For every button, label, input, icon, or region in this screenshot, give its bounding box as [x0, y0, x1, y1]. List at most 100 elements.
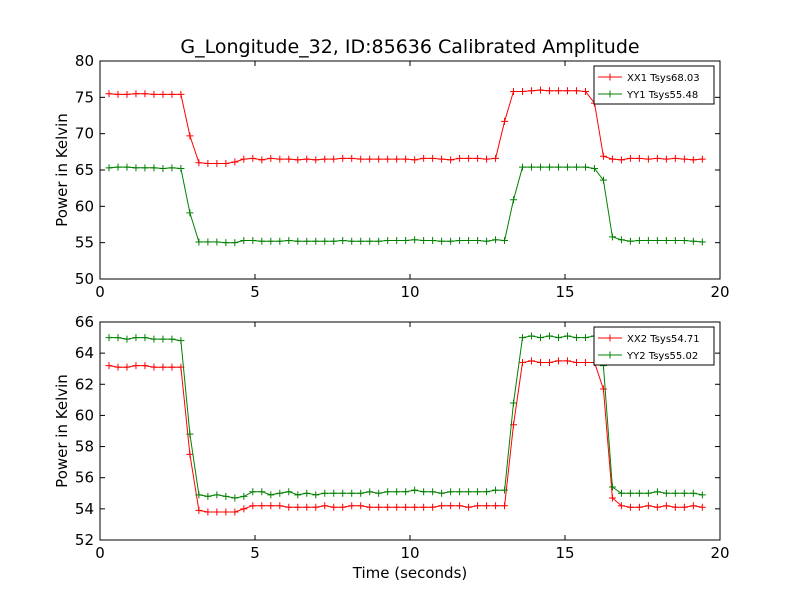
data-point: [653, 488, 661, 496]
data-point: [366, 155, 374, 163]
data-point: [177, 337, 185, 345]
data-point: [105, 334, 113, 342]
data-point: [420, 488, 428, 496]
data-point: [438, 502, 446, 510]
data-point: [114, 163, 122, 171]
data-point: [285, 488, 293, 496]
data-point: [204, 238, 212, 246]
x-tick-label: 0: [95, 283, 105, 301]
data-point: [258, 237, 266, 245]
data-point: [617, 502, 625, 510]
data-point: [483, 502, 491, 510]
legend-label: YY1 Tsys55.48: [626, 90, 698, 101]
data-point: [411, 236, 419, 244]
data-point: [653, 503, 661, 511]
data-point: [222, 239, 230, 247]
data-point: [438, 237, 446, 245]
data-point: [563, 332, 571, 340]
data-point: [546, 332, 553, 340]
data-point: [132, 164, 140, 172]
plot-1: 0 5 10 15 20 50 55 60 65 70 75 80 Power in Kelvin XX1…: [53, 52, 730, 301]
data-point: [141, 164, 149, 172]
data-point: [114, 363, 122, 371]
data-point: [572, 358, 580, 366]
data-point: [276, 155, 284, 163]
legend-marker: [606, 90, 614, 98]
y-axis-label: Power in Kelvin: [53, 374, 71, 488]
data-point: [608, 483, 616, 491]
plot-2: 0 5 10 15 20 52 54 56 58 60 62 64 66 Power in Kelvin X…: [53, 313, 730, 562]
data-point: [644, 489, 652, 497]
data-point: [572, 334, 580, 342]
data-point: [321, 489, 329, 497]
data-point: [644, 236, 652, 244]
data-point: [519, 163, 527, 171]
data-point: [635, 489, 643, 497]
data-point: [267, 502, 275, 510]
data-point: [447, 488, 455, 496]
data-point: [366, 488, 374, 496]
data-point: [384, 503, 392, 511]
data-point: [447, 237, 455, 245]
data-point: [123, 163, 131, 171]
y-tick-label: 58: [75, 438, 94, 456]
data-point: [249, 236, 257, 244]
data-point: [348, 489, 356, 497]
data-point: [608, 494, 616, 502]
data-point: [357, 237, 365, 245]
data-point: [483, 237, 491, 245]
data-point: [537, 86, 545, 94]
data-point: [339, 154, 347, 162]
data-point: [330, 503, 338, 511]
data-point: [132, 362, 140, 370]
data-point: [375, 503, 383, 511]
data-point: [312, 503, 320, 511]
data-point: [483, 488, 491, 496]
data-point: [303, 155, 311, 163]
data-point: [105, 362, 113, 370]
data-point: [465, 154, 473, 162]
y-axis-label: Power in Kelvin: [53, 113, 71, 227]
y-tick-label: 70: [75, 125, 94, 143]
data-point: [222, 492, 230, 500]
data-point: [662, 155, 670, 163]
data-point: [267, 237, 275, 245]
data-point: [105, 90, 113, 98]
data-point: [411, 156, 419, 164]
data-point: [438, 489, 446, 497]
data-point: [429, 488, 437, 496]
x-tick-label: 0: [95, 544, 105, 562]
data-point: [222, 508, 230, 516]
data-point: [402, 236, 410, 244]
data-point: [204, 492, 212, 500]
data-point: [348, 154, 356, 162]
data-point: [635, 236, 643, 244]
data-point: [366, 237, 374, 245]
data-point: [456, 236, 464, 244]
y-tick-label: 50: [75, 270, 94, 288]
data-point: [150, 335, 158, 343]
data-point: [177, 165, 185, 173]
data-point: [366, 503, 374, 511]
data-point: [312, 237, 320, 245]
data-point: [150, 90, 158, 98]
data-point: [375, 489, 383, 497]
data-point: [195, 238, 203, 246]
x-tick-label: 5: [250, 283, 260, 301]
data-point: [186, 209, 194, 217]
data-point: [339, 236, 347, 244]
data-point: [456, 488, 464, 496]
data-point: [213, 159, 221, 167]
data-point: [429, 503, 437, 511]
data-point: [662, 236, 670, 244]
data-point: [168, 335, 176, 343]
data-point: [519, 334, 527, 342]
data-point: [240, 155, 248, 163]
data-point: [554, 357, 562, 365]
y-tick-label: 56: [75, 469, 94, 487]
data-point: [581, 88, 589, 96]
x-tick-label: 10: [400, 544, 419, 562]
data-point: [267, 491, 275, 499]
data-point: [537, 163, 545, 171]
data-point: [546, 163, 553, 171]
